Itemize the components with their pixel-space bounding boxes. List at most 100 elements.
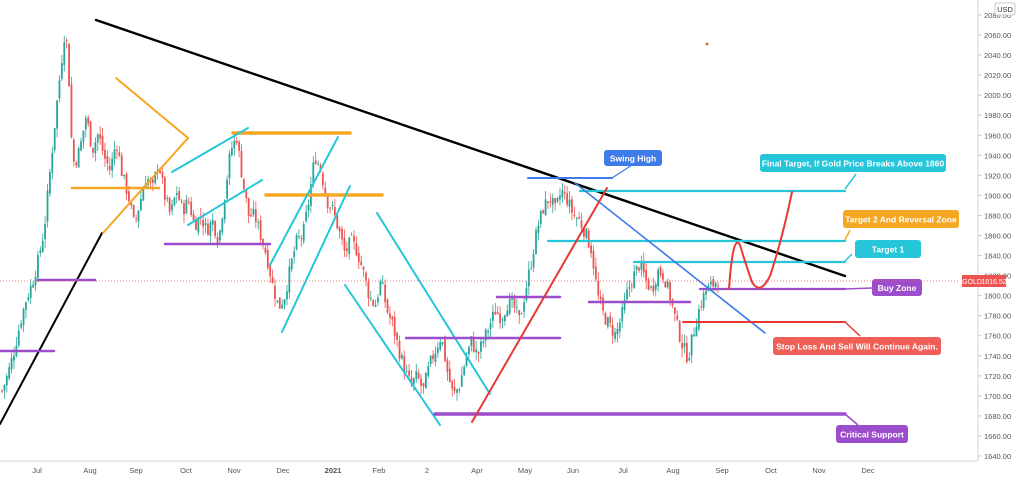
candle-body xyxy=(525,287,528,301)
candle-body xyxy=(264,247,267,253)
candle-body xyxy=(151,179,154,183)
x-tick-label: 2 xyxy=(425,466,429,475)
candle-body xyxy=(563,192,566,194)
candle-body xyxy=(68,43,70,87)
candle-body xyxy=(681,342,683,349)
y-tick-label: 1640.00 xyxy=(984,452,1011,461)
candle-body xyxy=(286,291,288,300)
candle-body xyxy=(39,250,42,253)
callouts-layer: Swing High Final Target, If Gold Price B… xyxy=(604,150,959,443)
svg-text:USD: USD xyxy=(997,5,1013,14)
candle-body xyxy=(503,315,506,322)
candle-body xyxy=(482,341,485,344)
candle-body xyxy=(283,299,286,305)
candle-body xyxy=(56,100,58,129)
candle-body xyxy=(338,227,341,232)
candle-body xyxy=(410,377,413,385)
candle-body xyxy=(187,201,190,203)
x-tick-label: Nov xyxy=(227,466,241,475)
candle-body xyxy=(614,332,616,339)
candle-body xyxy=(254,209,257,222)
svg-text:Critical Support: Critical Support xyxy=(840,430,904,440)
candle-body xyxy=(417,372,420,378)
candle-body xyxy=(185,199,188,214)
blue-downtrend-line xyxy=(574,182,766,334)
candle-body xyxy=(355,243,358,256)
candle-body xyxy=(226,179,228,199)
candle-body xyxy=(202,219,205,227)
candle-body xyxy=(712,279,715,287)
candle-body xyxy=(683,342,686,348)
cyan-channel-line xyxy=(171,127,249,173)
candle-body xyxy=(489,323,492,330)
candle-body xyxy=(25,302,27,310)
price-axis[interactable]: 2080.00 2060.00 2040.00 2020.00 2000.00 1980.… xyxy=(977,0,1011,461)
y-tick-label: 1800.00 xyxy=(984,292,1011,301)
candle-body xyxy=(116,149,118,151)
candle-body xyxy=(535,230,537,254)
candle-body xyxy=(250,214,252,217)
candle-body xyxy=(238,141,240,151)
candle-body xyxy=(87,117,90,124)
candle-body xyxy=(585,228,588,238)
candle-body xyxy=(453,387,456,392)
red-uptrend-line xyxy=(471,187,608,423)
candle-body xyxy=(331,204,334,206)
candle-body xyxy=(582,228,585,237)
candle-body xyxy=(448,368,451,382)
candle-body xyxy=(626,289,628,300)
candle-body xyxy=(475,349,478,352)
candle-body xyxy=(405,370,408,372)
candle-body xyxy=(72,139,75,162)
candle-body xyxy=(690,334,693,356)
candle-body xyxy=(96,134,99,143)
candle-body xyxy=(252,208,255,215)
candle-body xyxy=(642,260,645,273)
candle-body xyxy=(571,199,573,213)
candle-body xyxy=(101,135,104,152)
candle-body xyxy=(139,198,142,211)
candle-body xyxy=(362,266,365,270)
candle-body xyxy=(41,240,44,252)
y-tick-label: 1900.00 xyxy=(984,191,1011,200)
candle-body xyxy=(180,201,183,203)
candle-body xyxy=(159,170,161,173)
candle-body xyxy=(46,190,49,222)
candle-body xyxy=(374,304,377,307)
candle-body xyxy=(123,174,126,176)
candle-body xyxy=(70,84,73,138)
candle-body xyxy=(645,270,648,281)
candle-body xyxy=(5,376,8,386)
candle-body xyxy=(537,225,540,234)
candle-body xyxy=(657,269,660,287)
candle-body xyxy=(120,155,123,177)
candle-body xyxy=(3,384,6,391)
time-axis[interactable]: Jul Aug Sep Oct Nov Dec 2021 Feb 2 Apr May Jun Jul Au… xyxy=(0,460,978,475)
candle-body xyxy=(638,267,640,271)
y-tick-label: 1660.00 xyxy=(984,432,1011,441)
candle-body xyxy=(350,234,353,236)
candle-body xyxy=(173,197,176,206)
candle-body xyxy=(702,293,705,308)
x-tick-label: Jun xyxy=(567,466,579,475)
y-tick-label: 1780.00 xyxy=(984,312,1011,321)
candle-body xyxy=(422,383,425,387)
candle-body xyxy=(233,140,236,149)
candle-body xyxy=(228,153,231,179)
candle-body xyxy=(274,285,276,299)
candle-body xyxy=(99,134,102,139)
candle-body xyxy=(554,198,557,203)
x-tick-label: Feb xyxy=(373,466,386,475)
x-tick-label: Aug xyxy=(666,466,679,475)
candle-body xyxy=(599,296,602,300)
candle-body xyxy=(166,198,169,200)
candle-body xyxy=(662,273,664,280)
candle-body xyxy=(324,187,327,195)
candle-body xyxy=(22,309,25,325)
candle-body xyxy=(561,189,564,198)
candle-body xyxy=(312,162,315,183)
target1-callout: Target 1 xyxy=(844,240,921,262)
candle-body xyxy=(463,366,466,376)
candle-body xyxy=(348,237,351,254)
candle-body xyxy=(113,149,116,160)
